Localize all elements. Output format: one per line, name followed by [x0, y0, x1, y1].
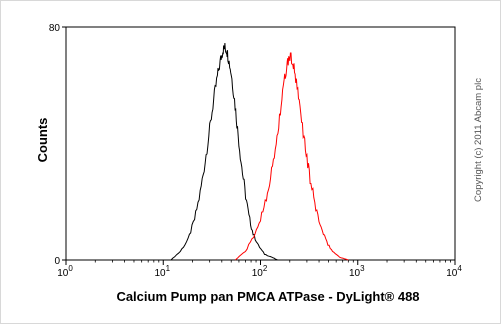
y-tick-label: 80	[49, 23, 61, 34]
series-line-1	[170, 42, 278, 261]
series-group	[170, 42, 349, 261]
x-tick-label: 103	[349, 264, 365, 279]
x-tick-label: 102	[252, 264, 268, 279]
axis-ticks: 100 101 102 103 104 0 80	[49, 23, 462, 279]
x-tick-label: 100	[57, 264, 73, 279]
plot-axes	[65, 26, 456, 261]
y-axis-label: Counts	[35, 118, 50, 163]
x-tick-label: 101	[154, 264, 170, 279]
y-tick-label: 0	[54, 256, 60, 267]
x-tick-label: 104	[446, 264, 462, 279]
plot-border	[65, 26, 456, 261]
series-line-2	[234, 52, 349, 261]
x-axis-label: Calcium Pump pan PMCA ATPase - DyLight® …	[116, 289, 419, 304]
copyright-text: Copyright (c) 2011 Abcam plc	[473, 78, 484, 202]
